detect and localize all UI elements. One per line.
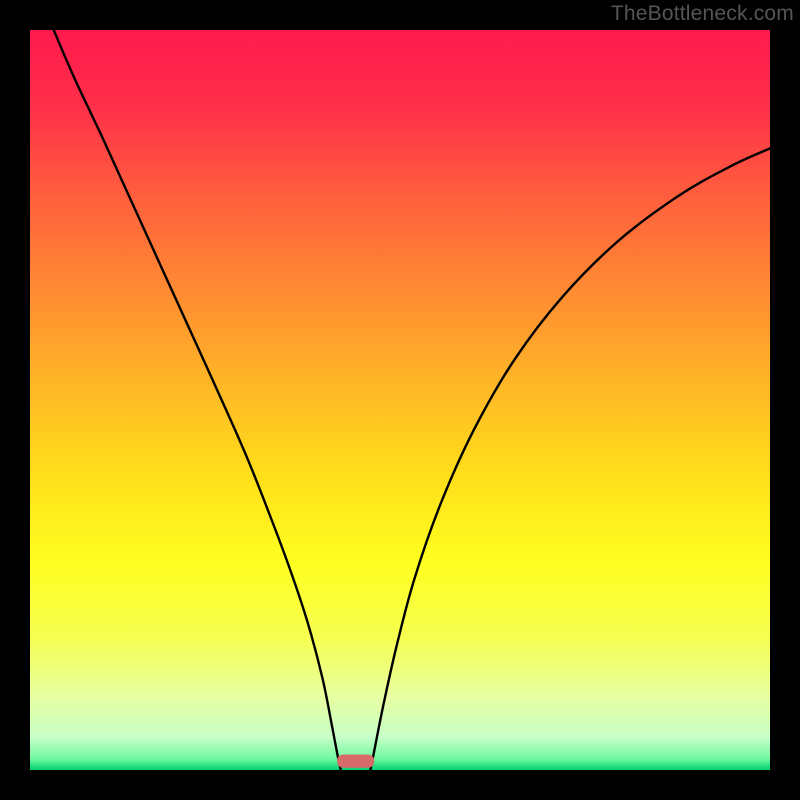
chart-plot-area: [30, 30, 770, 770]
chart-curve-layer: [30, 30, 770, 770]
curve-left-branch: [54, 30, 341, 770]
minimum-marker: [337, 754, 374, 767]
curve-right-branch: [370, 148, 770, 770]
watermark-text: TheBottleneck.com: [611, 2, 794, 26]
